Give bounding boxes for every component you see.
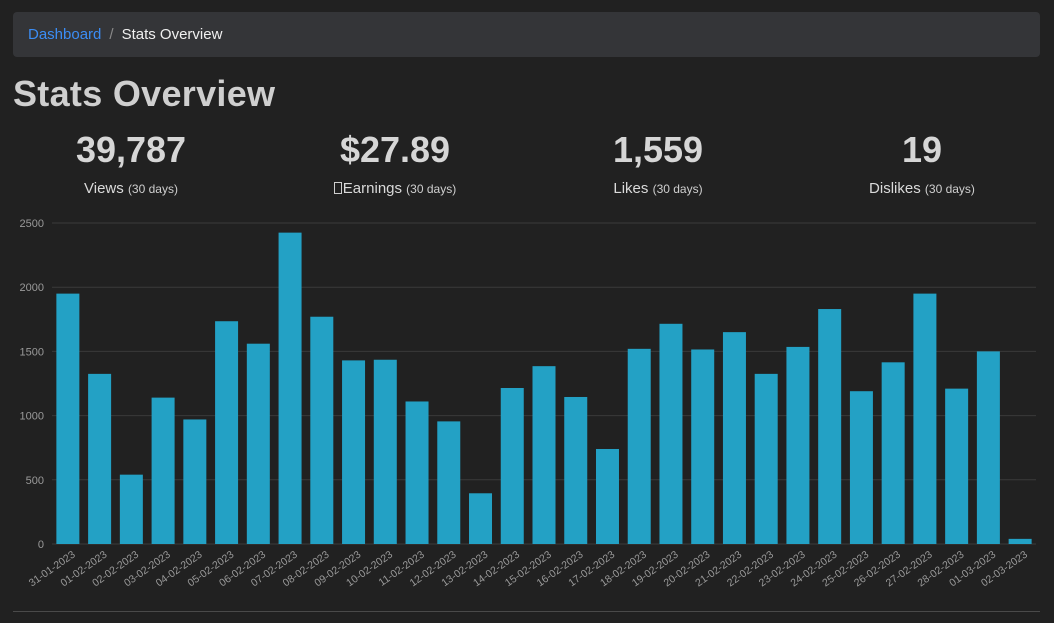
- bar[interactable]: [659, 323, 683, 544]
- breadcrumb-current: Stats Overview: [121, 26, 223, 43]
- bar[interactable]: [818, 309, 842, 544]
- bar[interactable]: [342, 360, 366, 544]
- bar[interactable]: [945, 388, 969, 544]
- y-tick-label: 0: [38, 539, 44, 551]
- bar[interactable]: [310, 316, 334, 544]
- stat-likes-label: Likes: [613, 180, 649, 197]
- bar[interactable]: [786, 346, 810, 544]
- y-tick-label: 500: [26, 475, 44, 487]
- bar[interactable]: [1008, 538, 1032, 544]
- divider: [13, 611, 1040, 612]
- stat-views-label: Views: [84, 180, 124, 197]
- stat-views-value: 39,787: [75, 129, 187, 170]
- bar[interactable]: [405, 401, 429, 544]
- bar[interactable]: [881, 362, 905, 544]
- stat-dislikes-value: 19: [901, 129, 943, 170]
- bar[interactable]: [627, 348, 651, 544]
- bar[interactable]: [437, 421, 461, 544]
- y-tick-label: 1000: [20, 411, 44, 423]
- bar[interactable]: [691, 349, 715, 544]
- bar[interactable]: [754, 373, 778, 544]
- unknown-glyph-icon: [333, 182, 342, 194]
- views-bar-chart: 0500100015002000250031-01-202301-02-2023…: [20, 218, 1036, 589]
- bar[interactable]: [976, 351, 1000, 544]
- breadcrumb-separator: /: [109, 26, 114, 43]
- stat-earnings-label: Earnings: [342, 180, 402, 197]
- breadcrumb-dashboard-link[interactable]: Dashboard: [28, 26, 102, 43]
- page-title: Stats Overview: [13, 73, 276, 114]
- bar[interactable]: [500, 387, 524, 544]
- y-tick-label: 2500: [20, 218, 44, 230]
- bar[interactable]: [151, 397, 175, 544]
- bar[interactable]: [469, 493, 493, 544]
- bar[interactable]: [183, 419, 207, 544]
- stat-likes-period: (30 days): [652, 182, 703, 196]
- bar[interactable]: [56, 293, 80, 544]
- bar[interactable]: [373, 359, 397, 544]
- bar[interactable]: [595, 448, 619, 544]
- stat-dislikes-label: Dislikes: [869, 180, 921, 197]
- bar[interactable]: [913, 293, 937, 544]
- bar[interactable]: [215, 321, 239, 544]
- stat-likes-value: 1,559: [612, 129, 704, 170]
- y-tick-label: 1500: [20, 346, 44, 358]
- breadcrumb: Dashboard / Stats Overview: [13, 12, 1040, 57]
- stat-earnings-period: (30 days): [406, 182, 457, 196]
- stat-likes: 1,559 Likes (30 days): [533, 128, 783, 197]
- stat-views: 39,787 Views (30 days): [6, 128, 256, 197]
- stat-earnings: $27.89 Earnings (30 days): [270, 128, 520, 197]
- bar[interactable]: [246, 343, 270, 544]
- bar[interactable]: [564, 396, 588, 544]
- bar[interactable]: [119, 474, 143, 544]
- stat-dislikes-period: (30 days): [924, 182, 975, 196]
- stat-earnings-value: $27.89: [339, 129, 451, 170]
- bar[interactable]: [88, 373, 112, 544]
- y-tick-label: 2000: [20, 282, 44, 294]
- bar[interactable]: [849, 391, 873, 544]
- bar[interactable]: [278, 232, 302, 544]
- bar[interactable]: [532, 366, 556, 544]
- stat-views-period: (30 days): [127, 182, 178, 196]
- bar[interactable]: [722, 332, 746, 544]
- stats-summary: 39,787 Views (30 days) $27.89 Earnings (…: [0, 128, 1054, 208]
- stat-dislikes: 19 Dislikes (30 days): [797, 128, 1047, 197]
